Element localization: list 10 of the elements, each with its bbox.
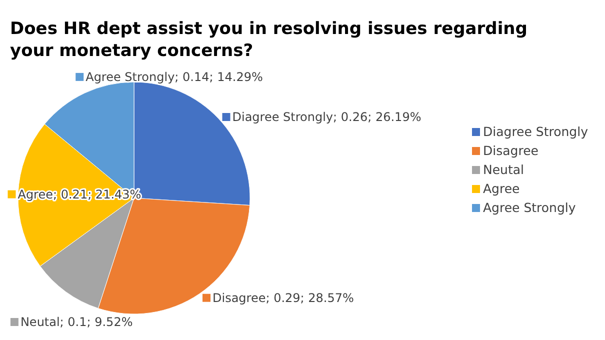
legend-label: Disagree (483, 143, 539, 158)
legend-label: Diagree Strongly (483, 124, 589, 139)
data-label: Neutal; 0.1; 9.52% (20, 315, 133, 329)
data-label: Disagree; 0.29; 28.57% (212, 290, 354, 305)
chart-title: Does HR dept assist you in resolving issues regarding your monetary concerns? (10, 19, 528, 61)
legend-label: Agree (483, 181, 520, 196)
data-label: Diagree Strongly; 0.26; 26.19% (232, 110, 422, 124)
data-label: Agree Strongly; 0.14; 14.29% (86, 70, 263, 84)
legend-label: Neutal (483, 162, 524, 177)
legend-label: Agree Strongly (483, 200, 576, 215)
